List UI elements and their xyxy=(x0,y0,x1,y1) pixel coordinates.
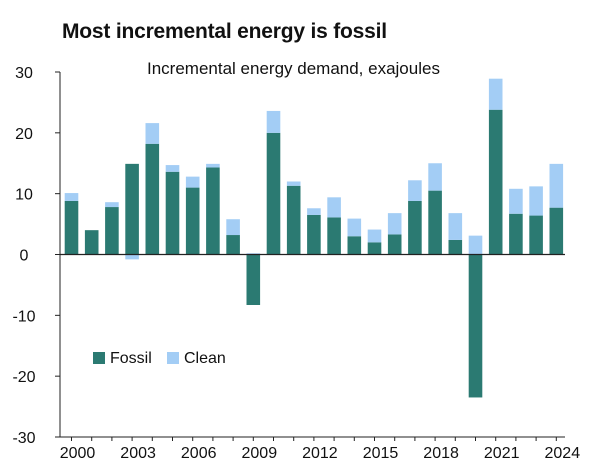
legend-label-fossil: Fossil xyxy=(110,350,152,367)
chart-subtitle: Incremental energy demand, exajoules xyxy=(147,59,440,78)
bar-clean xyxy=(428,163,442,191)
y-tick-label: 20 xyxy=(15,126,33,143)
x-tick-label: 2012 xyxy=(302,445,338,462)
bar-fossil xyxy=(145,143,160,255)
y-tick-label: -20 xyxy=(12,369,35,386)
bar-clean xyxy=(105,202,119,208)
bar-clean xyxy=(327,197,341,218)
bar-clean xyxy=(64,193,79,201)
bar-clean xyxy=(549,163,564,208)
x-tick-label: 2009 xyxy=(242,445,278,462)
x-tick-label: 2000 xyxy=(60,445,96,462)
bar-clean xyxy=(408,180,422,201)
bar-clean xyxy=(266,110,281,133)
bar-fossil xyxy=(549,207,564,255)
bar-fossil xyxy=(327,217,341,255)
bar-clean xyxy=(165,165,180,172)
bar-fossil xyxy=(529,215,543,255)
x-tick-label: 2018 xyxy=(423,445,459,462)
bar-fossil xyxy=(347,236,362,255)
y-tick-label: 10 xyxy=(15,187,33,204)
legend-label-clean: Clean xyxy=(184,350,226,367)
bar-clean xyxy=(529,186,543,216)
bar-fossil xyxy=(206,167,220,255)
legend-swatch-clean xyxy=(167,352,179,364)
bar-fossil xyxy=(468,254,483,398)
y-tick-label: -10 xyxy=(12,308,35,325)
bar-clean xyxy=(185,176,200,188)
legend-swatch-fossil xyxy=(93,352,105,364)
bar-clean xyxy=(387,213,402,235)
bar-fossil xyxy=(246,254,261,305)
bar-clean xyxy=(509,188,523,214)
bar-clean xyxy=(226,219,240,236)
bar-clean xyxy=(125,254,139,260)
bar-fossil xyxy=(266,132,281,255)
bar-clean xyxy=(307,208,321,215)
bar-clean xyxy=(488,78,503,110)
bar-fossil xyxy=(84,230,99,255)
bar-clean xyxy=(448,213,463,240)
bar-fossil xyxy=(286,185,301,255)
x-tick-label: 2021 xyxy=(484,445,520,462)
bar-fossil xyxy=(387,234,402,255)
bar-fossil xyxy=(428,190,442,255)
bar-fossil xyxy=(226,235,240,255)
bar-fossil xyxy=(125,163,139,255)
bar-clean xyxy=(286,181,301,186)
bar-fossil xyxy=(488,109,503,255)
bar-fossil xyxy=(64,200,79,255)
bar-fossil xyxy=(408,200,422,255)
bar-clean xyxy=(145,123,160,144)
x-tick-label: 2003 xyxy=(120,445,156,462)
bar-clean xyxy=(367,229,382,243)
y-tick-label: -30 xyxy=(12,430,35,447)
y-tick-label: 0 xyxy=(20,248,29,265)
x-tick-label: 2006 xyxy=(181,445,217,462)
bar-clean xyxy=(468,235,483,255)
bar-clean xyxy=(347,218,362,237)
y-tick-label: 30 xyxy=(15,65,33,82)
bar-fossil xyxy=(185,187,200,255)
bar-fossil xyxy=(509,213,523,255)
x-tick-label: 2024 xyxy=(545,445,581,462)
bar-fossil xyxy=(367,242,382,255)
bar-clean xyxy=(206,163,220,168)
bar-fossil xyxy=(165,171,180,255)
chart-title: Most incremental energy is fossil xyxy=(62,20,387,43)
bar-fossil xyxy=(448,239,463,255)
bar-fossil xyxy=(105,207,119,255)
bar-fossil xyxy=(307,214,321,255)
x-tick-label: 2015 xyxy=(363,445,399,462)
